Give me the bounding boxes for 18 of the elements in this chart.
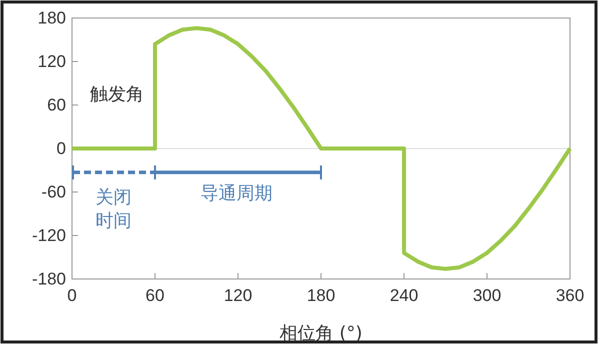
x-tick-label: 300 bbox=[472, 286, 502, 306]
x-tick-label: 360 bbox=[556, 286, 584, 306]
line-series bbox=[70, 26, 572, 271]
x-tick-label: 240 bbox=[390, 286, 418, 306]
y-tick-label: -120 bbox=[32, 226, 66, 245]
y-tick-label: 60 bbox=[47, 95, 66, 114]
x-axis-title: 相位角 (°) bbox=[280, 323, 362, 344]
x-tick-label: 180 bbox=[306, 286, 336, 306]
annotation: 关闭时间 bbox=[95, 187, 132, 232]
y-tick-label: 120 bbox=[38, 52, 66, 71]
y-tick-label: 180 bbox=[38, 8, 66, 28]
y-tick-label: 0 bbox=[56, 138, 66, 158]
annotation: 导通周期 bbox=[200, 183, 272, 204]
annotation: 触发角 bbox=[90, 84, 144, 105]
y-tick-label: -60 bbox=[41, 182, 66, 202]
x-tick-label: 60 bbox=[146, 286, 164, 306]
x-tick-label: 120 bbox=[224, 286, 252, 306]
y-tick-label: -180 bbox=[32, 269, 66, 288]
